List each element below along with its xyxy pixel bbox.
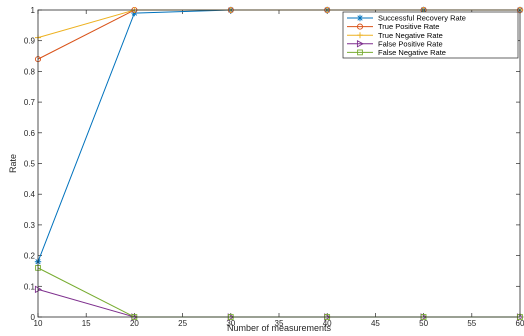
- x-tick-label: 30: [226, 319, 235, 328]
- legend-marker: [356, 23, 364, 30]
- plot-frame: [37, 9, 521, 318]
- y-tick-label: 0.1: [24, 282, 36, 291]
- y-tick-label: 0.9: [24, 37, 36, 46]
- legend-label: False Positive Rate: [378, 39, 443, 48]
- y-tick-label: 0.6: [24, 129, 36, 138]
- x-tick-label: 60: [516, 319, 524, 328]
- legend-label: False Negative Rate: [378, 48, 446, 57]
- x-tick-label: 15: [82, 319, 91, 328]
- y-tick-label: 0.3: [24, 221, 36, 230]
- x-tick-label: 35: [275, 319, 284, 328]
- data-point: [131, 9, 138, 17]
- x-tick-label: 50: [419, 319, 428, 328]
- legend-marker: [356, 40, 364, 48]
- x-tick-label: 25: [178, 319, 187, 328]
- x-axis-label: Number of measurements: [227, 323, 332, 333]
- legend-label: Successful Recovery Rate: [378, 14, 466, 23]
- legend-item: False Negative Rate: [347, 48, 446, 57]
- legend-item: Successful Recovery Rate: [347, 14, 466, 23]
- legend-label: True Negative Rate: [378, 31, 443, 40]
- x-tick-label: 10: [34, 319, 43, 328]
- x-tick-label: 40: [323, 319, 332, 328]
- legend-label: True Positive Rate: [378, 22, 439, 31]
- legend-marker: [357, 32, 363, 39]
- legend-item: True Negative Rate: [347, 31, 443, 40]
- x-tick-label: 45: [371, 319, 380, 328]
- y-tick-label: 0.2: [24, 252, 36, 261]
- legend-marker: [357, 49, 363, 56]
- y-tick-label: 0.4: [24, 190, 36, 199]
- y-tick-label: 0.5: [24, 160, 36, 169]
- y-axis-label: Rate: [8, 154, 18, 173]
- y-tick-label: 1: [31, 6, 36, 15]
- y-tick-label: 0.7: [24, 98, 36, 107]
- legend-marker: [356, 14, 364, 22]
- x-tick-label: 55: [467, 319, 476, 328]
- x-tick-label: 20: [130, 319, 139, 328]
- legend-item: True Positive Rate: [347, 22, 439, 31]
- y-tick-label: 0: [31, 313, 36, 322]
- plot-area: [38, 10, 520, 317]
- legend-item: False Positive Rate: [347, 39, 443, 48]
- y-tick-label: 0.8: [24, 67, 36, 76]
